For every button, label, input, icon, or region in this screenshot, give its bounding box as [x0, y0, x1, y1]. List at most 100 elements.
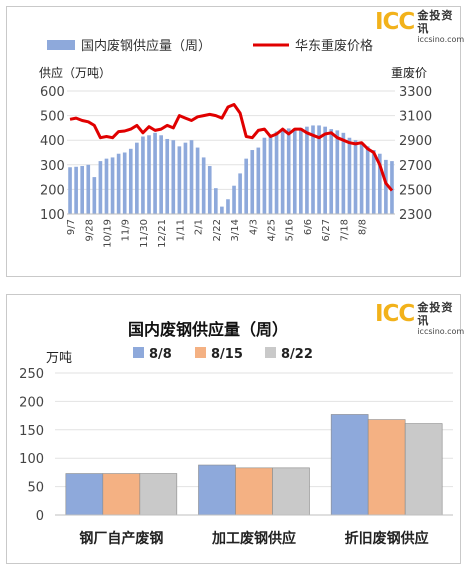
weekly-supply-chart-panel: ICC 金投资讯 iccsino.com 国内废钢供应量（周） 8/8 8/15 8/…	[6, 294, 465, 564]
x-tick-label: 2/22	[212, 219, 223, 241]
supply-bar	[286, 128, 291, 214]
supply-bar	[195, 147, 200, 214]
supply-bar	[329, 129, 334, 214]
supply-bar	[377, 153, 382, 214]
left-axis-title: 供应（万吨）	[39, 65, 111, 80]
supply-bar	[365, 146, 370, 214]
right-axis-title: 重废价	[391, 65, 427, 80]
left-tick-label: 300	[40, 159, 65, 174]
y-tick-label: 50	[27, 481, 44, 496]
right-tick-label: 2900	[399, 134, 432, 149]
supply-bar	[347, 137, 352, 214]
x-tick-label: 3/14	[230, 219, 241, 241]
icc-logo-mark: ICC	[375, 301, 415, 327]
category-label: 折旧废钢供应	[345, 530, 429, 547]
x-tick-label: 2/1	[194, 219, 205, 235]
x-tick-label: 11/9	[121, 219, 132, 241]
y-tick-label: 250	[19, 367, 44, 382]
supply-bar	[183, 142, 188, 214]
supply-bar	[235, 467, 273, 516]
supply-bar	[384, 159, 388, 214]
chart-title: 国内废钢供应量（周）	[128, 320, 288, 339]
supply-bar	[201, 157, 206, 214]
supply-bar	[141, 136, 145, 214]
supply-bar	[232, 185, 236, 214]
supply-bar	[238, 173, 242, 214]
supply-bar	[268, 135, 273, 214]
supply-bar	[371, 150, 376, 214]
supply-bar	[353, 140, 358, 214]
supply-bar	[220, 206, 224, 214]
right-tick-label: 2500	[399, 183, 432, 198]
supply-bar	[116, 153, 121, 214]
category-label: 钢厂自产废钢	[79, 530, 163, 547]
supply-bar	[80, 166, 85, 214]
supply-bar	[292, 130, 297, 214]
icc-logo-site: iccsino.com	[417, 35, 465, 44]
supply-bar	[92, 177, 97, 214]
category-label: 加工废钢供应	[211, 530, 296, 547]
supply-bar	[102, 473, 141, 516]
right-tick-label: 3100	[399, 110, 432, 125]
supply-price-chart-panel: ICC 金投资讯 iccsino.com 国内废钢供应量（周） 华东重废价格 供应（…	[6, 6, 465, 277]
supply-bar	[68, 167, 72, 214]
price-line	[69, 103, 394, 192]
supply-bar	[135, 142, 139, 214]
supply-bar	[213, 188, 218, 214]
x-tick-label: 1/11	[175, 219, 186, 241]
supply-bar	[311, 125, 315, 214]
supply-bar	[262, 137, 267, 214]
icc-logo-mark: ICC	[375, 9, 415, 35]
supply-bar	[256, 147, 261, 214]
supply-bar	[390, 161, 394, 214]
y-tick-label: 0	[36, 509, 44, 524]
supply-bar	[280, 129, 285, 214]
y-tick-label: 200	[19, 395, 44, 410]
legend-label: 8/15	[211, 347, 243, 362]
supply-bar	[139, 473, 178, 516]
supply-bar	[244, 158, 249, 214]
x-tick-label: 12/21	[157, 219, 168, 248]
supply-bar	[330, 414, 369, 516]
legend-swatch	[265, 347, 276, 358]
legend-bar-swatch	[47, 40, 75, 50]
supply-bar	[207, 166, 212, 214]
legend-price-label: 华东重废价格	[295, 38, 373, 54]
x-tick-label: 8/8	[358, 219, 369, 235]
x-tick-label: 9/28	[84, 219, 95, 241]
supply-bar	[128, 148, 133, 214]
supply-bar	[404, 423, 443, 516]
supply-bar	[65, 473, 104, 516]
supply-bar	[198, 464, 236, 516]
supply-bar	[177, 146, 182, 214]
supply-bar	[305, 126, 309, 214]
supply-bar	[335, 130, 340, 214]
supply-bar	[74, 166, 78, 214]
x-tick-label: 10/19	[102, 219, 113, 248]
supply-bar	[110, 157, 115, 214]
right-tick-label: 2700	[399, 159, 432, 174]
supply-bar	[159, 135, 163, 214]
supply-bar	[147, 135, 151, 214]
supply-bar	[153, 132, 157, 214]
right-tick-label: 2300	[399, 208, 432, 223]
x-tick-label: 5/16	[285, 219, 296, 241]
left-tick-label: 100	[40, 208, 65, 223]
icc-logo-site: iccsino.com	[417, 327, 465, 336]
legend-swatch	[133, 347, 144, 358]
legend-label: 8/8	[149, 347, 172, 362]
supply-bar	[274, 131, 279, 214]
x-tick-label: 11/30	[139, 219, 150, 248]
y-tick-label: 100	[19, 452, 44, 467]
supply-bar	[86, 164, 91, 214]
icc-logo-cn: 金投资讯	[417, 301, 454, 327]
y-tick-label: 150	[19, 424, 44, 439]
supply-bar	[104, 158, 109, 214]
left-tick-label: 400	[40, 134, 65, 149]
supply-bar	[367, 419, 406, 516]
left-tick-label: 500	[40, 110, 65, 125]
x-tick-label: 7/18	[339, 219, 350, 241]
icc-logo-cn: 金投资讯	[417, 9, 454, 35]
x-tick-label: 9/7	[66, 219, 77, 235]
